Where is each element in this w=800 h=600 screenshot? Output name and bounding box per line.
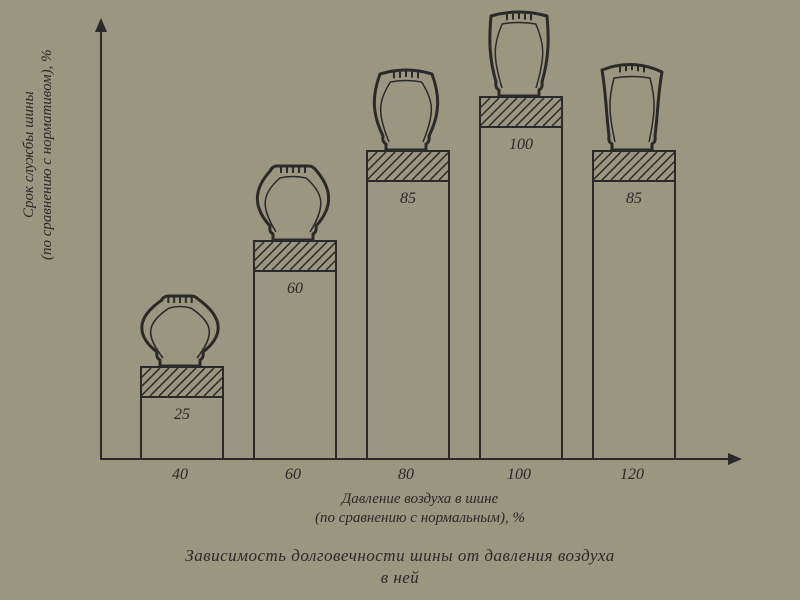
bar-hatch	[255, 242, 335, 272]
y-axis-label: Срок службы шины (по сравнению с нормати…	[20, 49, 56, 260]
tire-icon	[479, 6, 559, 100]
x-axis-label-line2: (по сравнению с нормальным), %	[315, 510, 525, 526]
bar-hatch	[594, 152, 674, 182]
bar: 85	[592, 150, 676, 458]
y-axis-label-line2: (по сравнению с нормативом), %	[39, 49, 55, 260]
tire-icon	[592, 60, 672, 154]
x-tick-label: 100	[479, 466, 559, 484]
bar: 25	[140, 366, 224, 458]
y-axis-arrow-icon	[95, 18, 107, 32]
x-tick-label: 80	[366, 466, 446, 484]
bar-hatch	[481, 98, 561, 128]
x-tick-label: 40	[140, 466, 220, 484]
bar-hatch	[142, 368, 222, 398]
x-axis	[100, 458, 740, 460]
tire-icon	[140, 290, 220, 370]
x-tick-label: 60	[253, 466, 333, 484]
bar-hatch	[368, 152, 448, 182]
bar: 85	[366, 150, 450, 458]
tire-icon	[253, 160, 333, 244]
chart-area: 25 40 60 60 85 80 100 100 85 120	[100, 20, 760, 510]
chart-caption: Зависимость долговечности шины от давлен…	[0, 545, 800, 589]
caption-line2: в ней	[381, 568, 420, 587]
bar-value-label: 100	[481, 136, 561, 154]
bar: 60	[253, 240, 337, 458]
caption-line1: Зависимость долговечности шины от давлен…	[185, 546, 614, 565]
bar-value-label: 85	[594, 190, 674, 208]
bar-value-label: 60	[255, 280, 335, 298]
y-axis-label-line1: Срок службы шины	[21, 91, 37, 218]
x-axis-label: Давление воздуха в шине (по сравнению с …	[100, 490, 740, 528]
bar-value-label: 25	[142, 406, 222, 424]
x-tick-label: 120	[592, 466, 672, 484]
tire-icon	[366, 64, 446, 154]
x-axis-arrow-icon	[728, 453, 742, 465]
bar: 100	[479, 96, 563, 458]
x-axis-label-line1: Давление воздуха в шине	[342, 491, 499, 507]
bar-value-label: 85	[368, 190, 448, 208]
y-axis	[100, 20, 102, 460]
